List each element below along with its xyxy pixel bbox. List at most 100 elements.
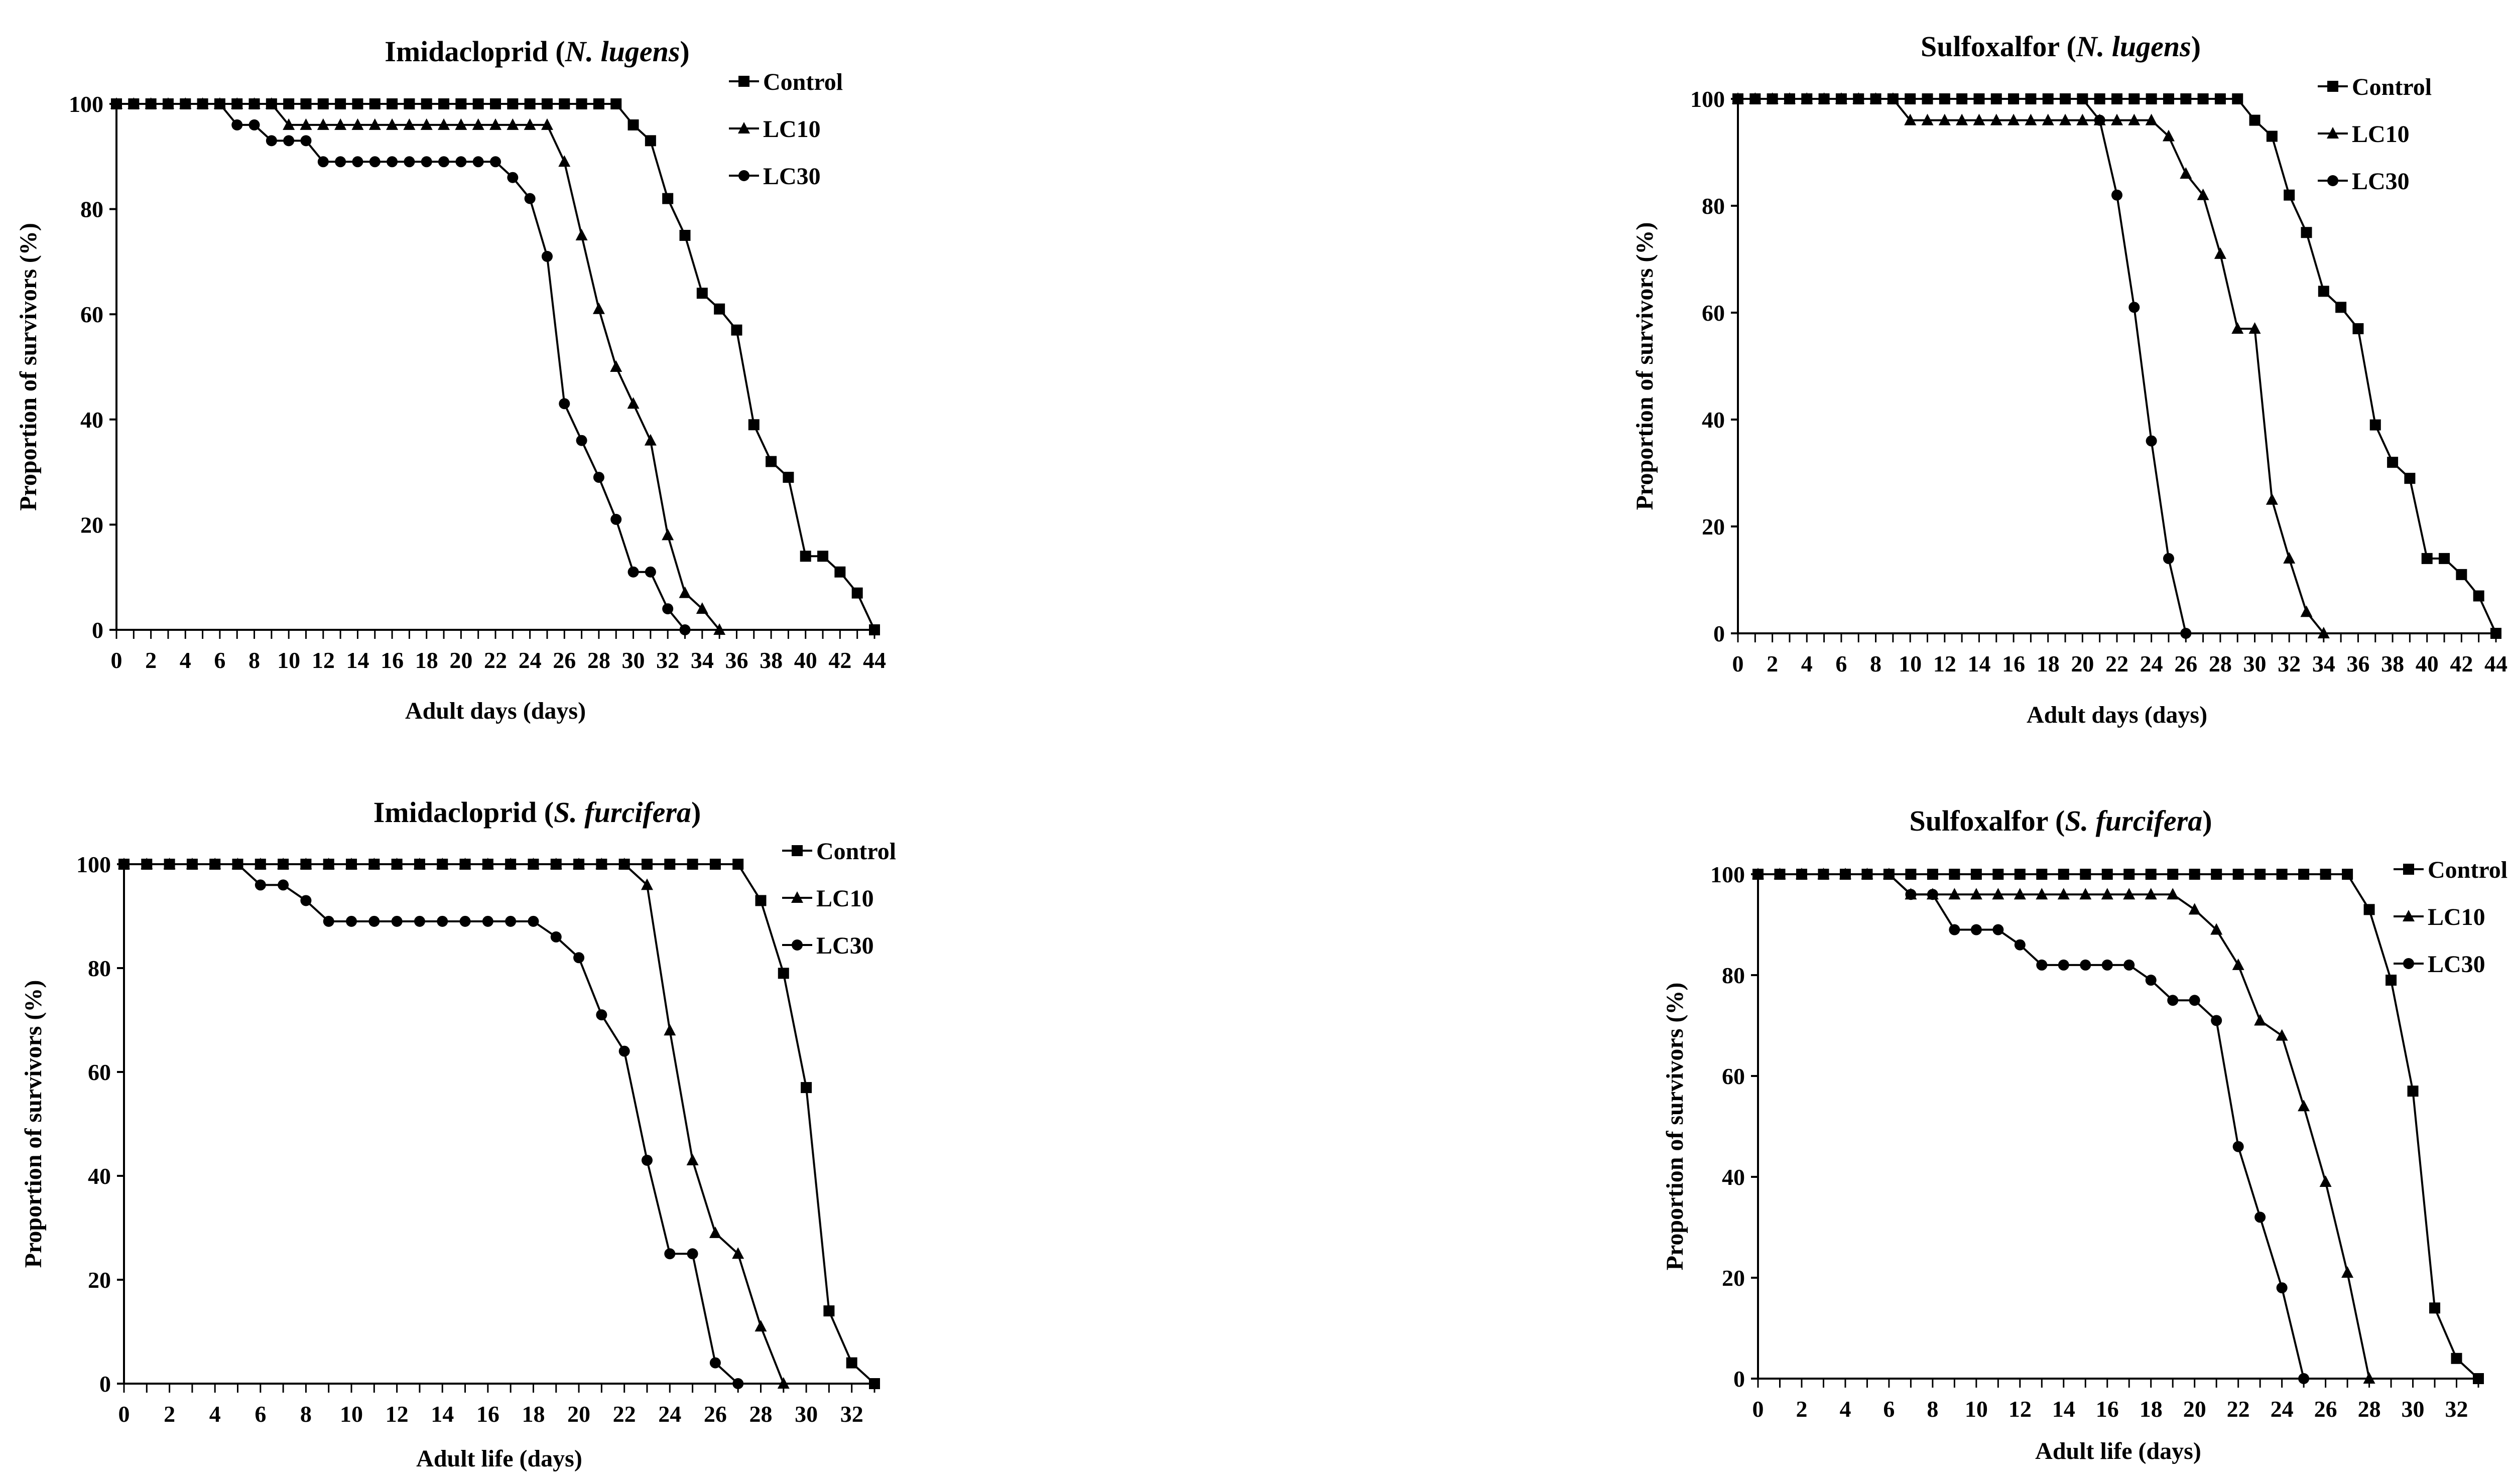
data-point bbox=[1992, 888, 2004, 900]
data-point bbox=[686, 1153, 699, 1165]
legend-label: LC30 bbox=[2352, 168, 2410, 195]
data-point bbox=[645, 135, 656, 147]
data-point bbox=[489, 118, 501, 130]
data-point bbox=[387, 98, 398, 109]
data-point bbox=[404, 98, 415, 109]
x-tick-label: 16 bbox=[2096, 1396, 2119, 1422]
data-point bbox=[421, 98, 432, 109]
data-point bbox=[2014, 888, 2026, 900]
series-line bbox=[116, 103, 720, 631]
data-point bbox=[2490, 628, 2501, 639]
x-tick-label: 42 bbox=[2450, 651, 2473, 677]
data-point bbox=[696, 288, 708, 299]
x-tick-label: 30 bbox=[622, 647, 645, 673]
data-point bbox=[2058, 959, 2069, 971]
x-tick-label: 10 bbox=[340, 1401, 363, 1427]
data-point bbox=[823, 1305, 835, 1317]
data-point bbox=[2145, 888, 2157, 900]
y-tick-label: 40 bbox=[1702, 407, 1725, 433]
data-point bbox=[2276, 1282, 2288, 1294]
data-point bbox=[662, 603, 674, 615]
data-point bbox=[197, 98, 208, 109]
data-point bbox=[2145, 869, 2157, 880]
data-point bbox=[2300, 605, 2313, 617]
series-control bbox=[118, 859, 880, 1389]
x-tick-label: 30 bbox=[2402, 1396, 2425, 1422]
data-point bbox=[2057, 888, 2070, 900]
data-point bbox=[709, 1226, 721, 1238]
data-point bbox=[186, 859, 198, 870]
data-point bbox=[368, 915, 380, 927]
legend-marker bbox=[792, 939, 803, 951]
data-point bbox=[2301, 227, 2312, 238]
data-point bbox=[801, 1082, 812, 1094]
chart-4: Sulfoxalfor (S. furcifera) 0 20 40 60 80 100 0 2… bbox=[1662, 804, 2507, 1464]
data-point bbox=[2298, 869, 2310, 880]
data-point bbox=[2407, 1086, 2419, 1097]
data-point bbox=[593, 98, 604, 109]
x-tick-label: 24 bbox=[519, 647, 542, 673]
data-point bbox=[524, 98, 536, 109]
data-point bbox=[1922, 93, 1933, 104]
data-point bbox=[2146, 93, 2157, 104]
x-tick-label: 24 bbox=[2140, 651, 2163, 677]
data-point bbox=[869, 624, 880, 635]
data-point bbox=[2180, 93, 2192, 104]
x-tick-label: 0 bbox=[111, 647, 122, 673]
data-point bbox=[1767, 93, 1778, 104]
data-point bbox=[2451, 1353, 2462, 1364]
data-point bbox=[1839, 869, 1851, 880]
x-tick-label: 10 bbox=[277, 647, 300, 673]
data-point bbox=[1905, 869, 1917, 880]
series-line bbox=[1738, 98, 2187, 634]
y-tick-label: 0 bbox=[1713, 621, 1725, 646]
data-point bbox=[145, 98, 157, 109]
data-point bbox=[300, 98, 312, 109]
x-tick-label: 44 bbox=[863, 647, 886, 673]
x-tick-label: 18 bbox=[522, 1401, 545, 1427]
x-tick-label: 4 bbox=[180, 647, 191, 673]
data-point bbox=[2014, 869, 2026, 880]
data-point bbox=[732, 859, 744, 870]
data-point bbox=[455, 156, 467, 168]
data-point bbox=[696, 602, 708, 614]
data-point bbox=[2189, 869, 2200, 880]
data-point bbox=[709, 1357, 721, 1369]
data-point bbox=[1970, 888, 1982, 900]
data-point bbox=[2111, 113, 2123, 125]
legend-label: LC30 bbox=[2428, 951, 2485, 978]
data-point bbox=[679, 586, 691, 598]
data-point bbox=[505, 858, 517, 869]
data-point bbox=[1927, 869, 1938, 880]
legend-label: Control bbox=[763, 69, 843, 95]
legend-marker bbox=[2327, 175, 2338, 186]
data-point bbox=[438, 156, 450, 168]
y-tick-label: 40 bbox=[80, 407, 103, 433]
x-tick-label: 2 bbox=[145, 647, 157, 673]
data-point bbox=[2266, 493, 2278, 505]
legend-label: LC10 bbox=[816, 885, 874, 912]
legend-marker bbox=[2327, 81, 2338, 92]
data-point bbox=[472, 98, 484, 109]
data-point bbox=[1887, 93, 1899, 104]
data-point bbox=[851, 587, 863, 599]
data-point bbox=[846, 1357, 857, 1369]
data-point bbox=[541, 118, 553, 130]
legend-item-lc30: LC30 bbox=[2394, 951, 2485, 978]
data-point bbox=[755, 895, 767, 906]
data-point bbox=[1784, 93, 1795, 104]
series-line bbox=[1758, 873, 2370, 1379]
legend-item-control: Control bbox=[2394, 857, 2507, 883]
series-line bbox=[124, 863, 739, 1385]
data-point bbox=[111, 98, 122, 109]
x-tick-label: 30 bbox=[2243, 651, 2267, 677]
data-point bbox=[662, 528, 674, 541]
x-tick-label: 8 bbox=[1927, 1396, 1938, 1422]
data-point bbox=[2363, 904, 2375, 915]
data-point bbox=[687, 859, 698, 870]
chart-title: Imidacloprid (S. furcifera) bbox=[373, 796, 701, 829]
y-tick-label: 0 bbox=[1733, 1366, 1745, 1392]
chart-title-prefix: Imidacloprid ( bbox=[373, 796, 554, 829]
legend-item-lc10: LC10 bbox=[782, 885, 874, 912]
series-line bbox=[1758, 873, 2305, 1379]
